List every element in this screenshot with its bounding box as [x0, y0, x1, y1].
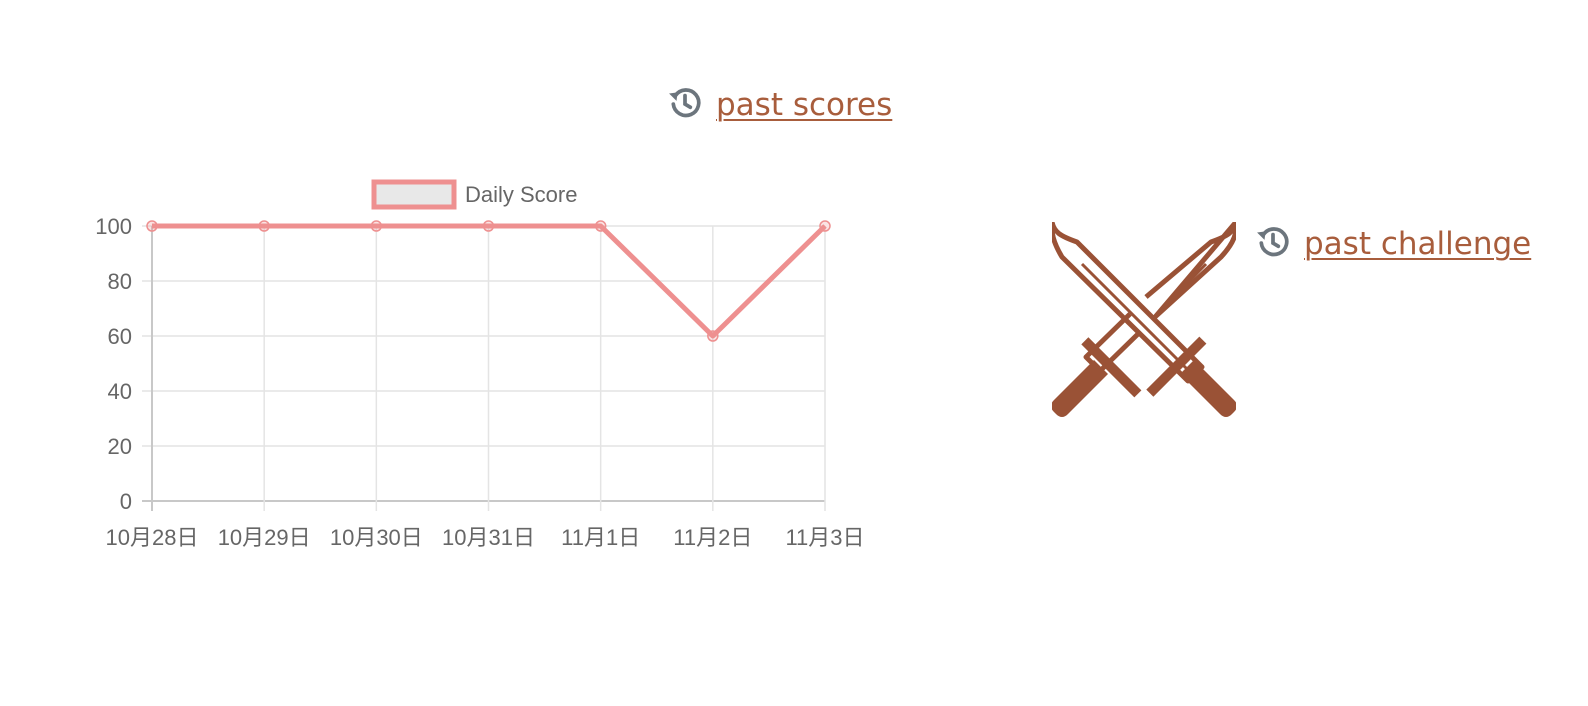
data-point[interactable] — [258, 220, 270, 232]
data-point[interactable] — [707, 330, 719, 342]
x-tick-label: 11月2日 — [673, 525, 752, 550]
past-challenge-link-row: past challenge — [1256, 225, 1531, 263]
x-tick-label: 11月1日 — [561, 525, 640, 550]
data-point[interactable] — [594, 220, 607, 232]
data-point[interactable] — [370, 220, 383, 232]
chart-legend[interactable]: Daily Score — [371, 179, 577, 210]
data-points — [146, 220, 831, 342]
data-point[interactable] — [482, 220, 495, 232]
y-tick-label: 0 — [120, 489, 132, 514]
history-icon — [668, 86, 702, 124]
legend-label: Daily Score — [465, 182, 577, 207]
x-tick-label: 10月29日 — [218, 525, 311, 550]
past-scores-link[interactable]: past scores — [716, 87, 893, 123]
y-tick-label: 100 — [95, 214, 132, 239]
crossed-swords-icon — [1052, 222, 1236, 417]
y-tick-label: 20 — [108, 434, 132, 459]
chart-grid — [142, 225, 826, 511]
data-point[interactable] — [146, 220, 158, 232]
series-line-daily-score — [152, 223, 827, 339]
y-axis: 0 20 40 60 80 100 — [95, 214, 132, 514]
x-tick-label: 10月28日 — [106, 525, 199, 550]
history-icon — [1256, 225, 1290, 263]
x-tick-label: 10月31日 — [442, 525, 535, 550]
y-tick-label: 60 — [108, 324, 132, 349]
x-tick-label: 10月30日 — [330, 525, 423, 550]
past-scores-link-row: past scores — [668, 86, 892, 124]
y-tick-label: 40 — [108, 379, 132, 404]
x-tick-label: 11月3日 — [785, 525, 864, 550]
x-axis: 10月28日 10月29日 10月30日 10月31日 11月1日 11月2日 11月3日 — [106, 525, 865, 550]
y-tick-label: 80 — [108, 269, 132, 294]
legend-swatch — [371, 179, 457, 210]
data-point[interactable] — [819, 220, 831, 232]
past-challenge-link[interactable]: past challenge — [1304, 226, 1532, 262]
